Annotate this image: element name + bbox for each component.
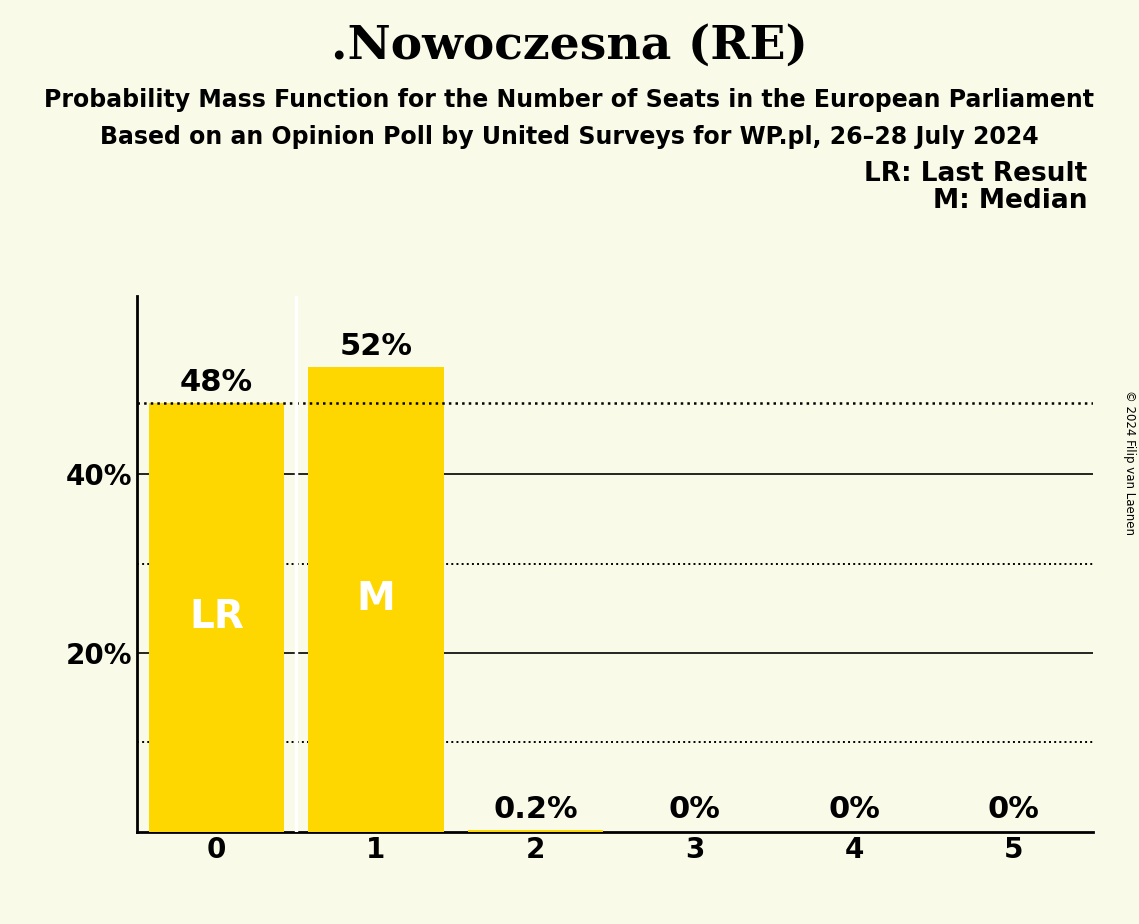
Text: 0%: 0% bbox=[828, 796, 880, 824]
Text: © 2024 Filip van Laenen: © 2024 Filip van Laenen bbox=[1123, 390, 1137, 534]
Text: 0%: 0% bbox=[988, 796, 1040, 824]
Bar bbox=[467, 830, 603, 832]
Text: Probability Mass Function for the Number of Seats in the European Parliament: Probability Mass Function for the Number… bbox=[44, 88, 1095, 112]
Text: M: M bbox=[357, 580, 395, 618]
Text: LR: LR bbox=[189, 598, 244, 637]
Text: M: Median: M: Median bbox=[933, 188, 1088, 214]
Text: 48%: 48% bbox=[180, 368, 253, 396]
Text: 52%: 52% bbox=[339, 332, 412, 361]
Bar bbox=[308, 367, 443, 832]
Text: 0.2%: 0.2% bbox=[493, 796, 577, 824]
Text: 0%: 0% bbox=[669, 796, 721, 824]
Text: Based on an Opinion Poll by United Surveys for WP.pl, 26–28 July 2024: Based on an Opinion Poll by United Surve… bbox=[100, 125, 1039, 149]
Text: .Nowoczesna (RE): .Nowoczesna (RE) bbox=[331, 23, 808, 69]
Text: LR: Last Result: LR: Last Result bbox=[865, 161, 1088, 187]
Bar bbox=[148, 403, 284, 832]
